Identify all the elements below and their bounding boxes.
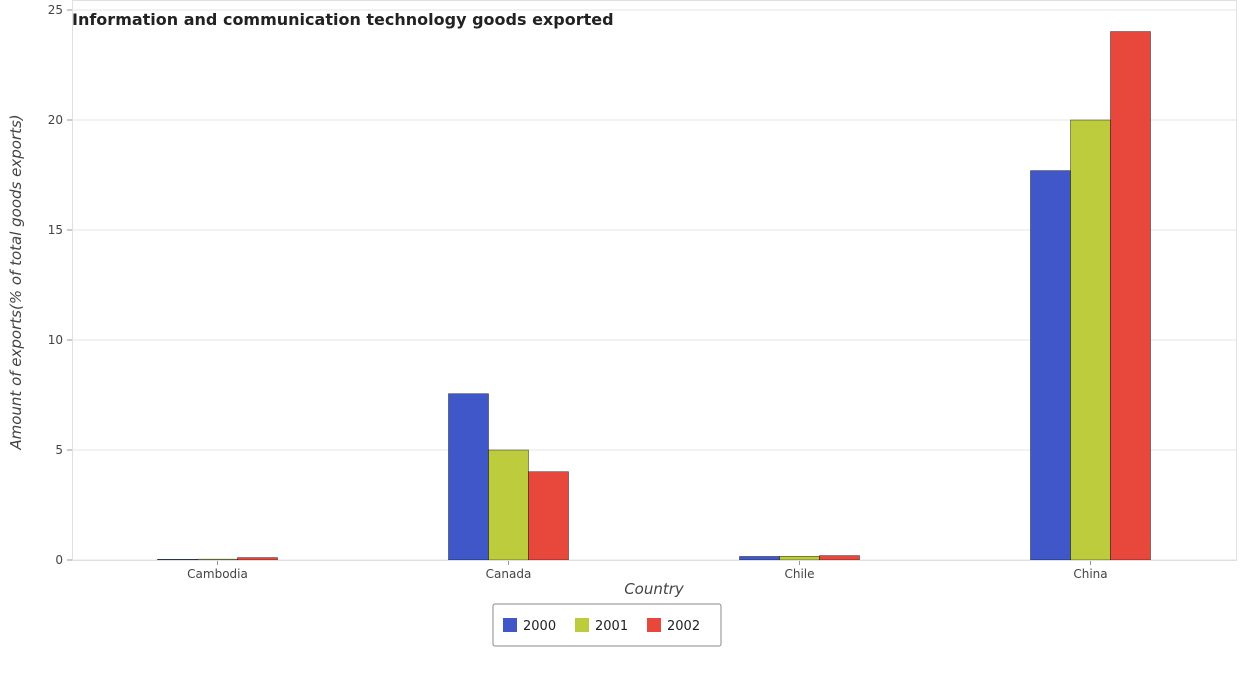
legend-swatch-2000 [503, 618, 517, 632]
bar-canada-2001 [488, 449, 529, 561]
x-tick-label: China [1073, 567, 1107, 581]
bar-china-2000 [1030, 170, 1071, 561]
bar-chile-2001 [779, 556, 820, 561]
legend-swatch-2001 [575, 618, 589, 632]
y-tick-label: 25 [48, 3, 63, 17]
bar-cambodia-2001 [197, 558, 238, 561]
bar-canada-2002 [528, 471, 569, 561]
bar-chile-2000 [739, 556, 780, 561]
chart-title: Information and communication technology… [72, 10, 614, 29]
x-axis-ticks: Cambodia Canada Chile China [187, 560, 1108, 581]
bars [157, 31, 1151, 561]
legend-label: 2002 [667, 619, 700, 634]
legend-box [492, 603, 722, 647]
x-axis-title: Country [624, 580, 685, 598]
y-tick-label: 10 [48, 333, 63, 347]
x-tick-label: Canada [486, 567, 532, 581]
bar-cambodia-2000 [157, 559, 198, 561]
x-tick-label: Chile [784, 567, 814, 581]
legend-swatch-2002 [647, 618, 661, 632]
bar-cambodia-2002 [237, 557, 278, 561]
y-tick-label: 5 [55, 443, 63, 457]
legend: 2000 2001 2002 [492, 603, 722, 647]
y-axis-title: Amount of exports(% of total goods expor… [7, 114, 25, 450]
y-tick-label: 20 [48, 113, 63, 127]
y-tick-label: 0 [55, 553, 63, 567]
y-tick-label: 15 [48, 223, 63, 237]
bar-china-2002 [1110, 31, 1151, 561]
plot-frame [72, 0, 1237, 561]
x-tick-label: Cambodia [187, 567, 248, 581]
bar-canada-2000 [448, 393, 489, 561]
bar-china-2001 [1070, 119, 1111, 561]
legend-label: 2000 [523, 619, 556, 634]
y-axis-ticks: 0 5 10 15 20 25 [48, 3, 72, 567]
legend-label: 2001 [595, 619, 628, 634]
bar-chile-2002 [819, 555, 860, 561]
